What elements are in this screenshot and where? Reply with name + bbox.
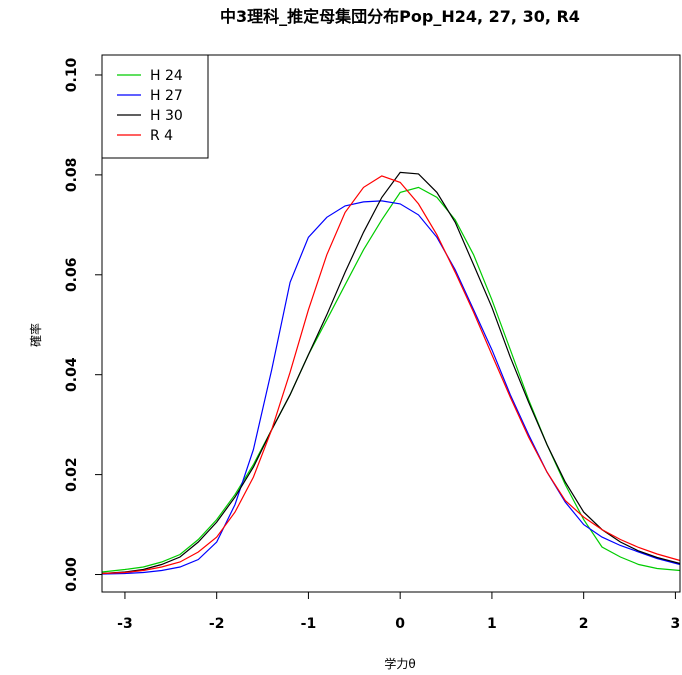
x-axis-label: 学力θ <box>384 656 415 671</box>
legend-label: H 27 <box>150 88 183 104</box>
x-tick-label: 2 <box>579 616 589 632</box>
series-line-2 <box>102 201 680 574</box>
x-tick-label: -3 <box>117 616 133 632</box>
y-tick-label: 0.10 <box>64 57 80 92</box>
x-tick-label: 3 <box>671 616 681 632</box>
x-tick-label: -1 <box>301 616 317 632</box>
y-axis: 0.00 0.02 0.04 0.06 0.08 0.10 <box>64 57 102 591</box>
legend: H 24 H 27 H 30 R 4 <box>102 55 208 158</box>
y-axis-label: 確率 <box>28 323 43 347</box>
x-tick-label: 0 <box>395 616 405 632</box>
series-line-4 <box>102 176 680 574</box>
x-axis: -3 -2 -1 0 1 2 3 <box>117 592 680 632</box>
series-line-3 <box>102 172 680 573</box>
legend-label: H 24 <box>150 68 183 84</box>
legend-label: R 4 <box>150 128 173 144</box>
chart-title: 中3理科_推定母集団分布Pop_H24, 27, 30, R4 <box>220 7 580 26</box>
x-tick-label: -2 <box>209 616 225 632</box>
x-tick-label: 1 <box>487 616 497 632</box>
y-tick-label: 0.06 <box>64 258 80 293</box>
y-tick-label: 0.08 <box>64 158 80 193</box>
plot-content <box>102 172 680 574</box>
y-tick-label: 0.00 <box>64 557 80 592</box>
y-tick-label: 0.02 <box>64 457 80 492</box>
series-line-1 <box>102 187 680 572</box>
y-tick-label: 0.04 <box>64 357 80 392</box>
legend-label: H 30 <box>150 108 183 124</box>
